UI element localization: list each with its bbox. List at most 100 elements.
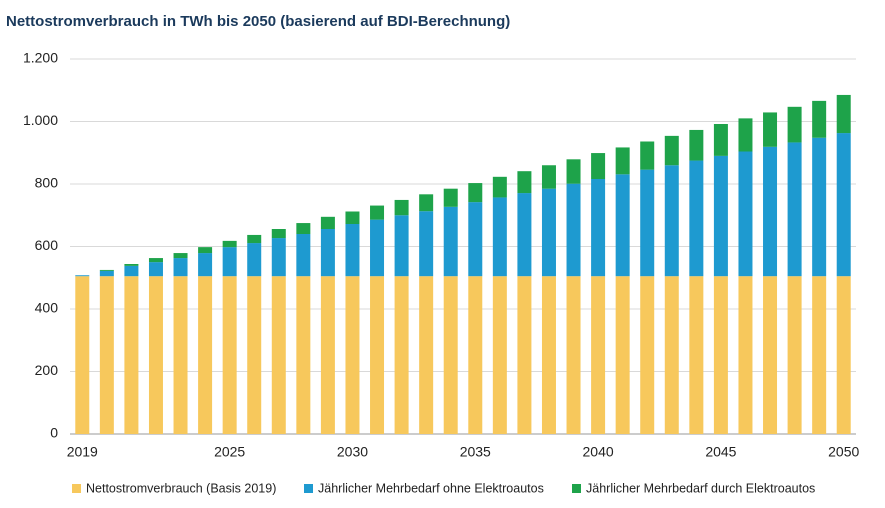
bar-segment bbox=[345, 211, 360, 224]
bar-segment bbox=[640, 169, 655, 277]
bar-segment bbox=[271, 276, 286, 434]
x-tick-label: 2045 bbox=[705, 444, 736, 460]
x-tick-label: 2035 bbox=[460, 444, 491, 460]
bar-segment bbox=[541, 188, 556, 277]
bar-segment bbox=[713, 124, 728, 156]
bar-segment bbox=[517, 276, 532, 434]
bar-segment bbox=[198, 253, 213, 277]
bar-segment bbox=[591, 179, 606, 277]
bar-segment bbox=[320, 216, 335, 229]
bar-segment bbox=[836, 133, 851, 277]
bar-segment bbox=[615, 174, 630, 277]
bar-segment bbox=[370, 276, 385, 434]
bar-segment bbox=[492, 197, 507, 277]
bar-segment bbox=[492, 176, 507, 198]
bar-segment bbox=[517, 171, 532, 194]
y-tick-label: 0 bbox=[50, 425, 58, 441]
bar-segment bbox=[124, 276, 139, 434]
bar-segment bbox=[763, 112, 778, 147]
bar-segment bbox=[812, 100, 827, 138]
bar-segment bbox=[296, 276, 311, 434]
bar-segment bbox=[468, 276, 483, 434]
bar-segment bbox=[394, 199, 409, 216]
bar-segment bbox=[173, 276, 188, 434]
bar-segment bbox=[345, 224, 360, 277]
bar-segment bbox=[99, 276, 114, 434]
bar-segment bbox=[689, 276, 704, 434]
bar-segment bbox=[566, 159, 581, 184]
legend-swatch bbox=[72, 484, 81, 493]
bar-segment bbox=[566, 276, 581, 434]
bar-segment bbox=[664, 135, 679, 166]
bar-segment bbox=[247, 276, 262, 434]
bar-segment bbox=[443, 188, 458, 207]
bar-segment bbox=[99, 269, 114, 271]
bar-segment bbox=[738, 276, 753, 434]
bar-segment bbox=[345, 276, 360, 434]
bar-segment bbox=[664, 165, 679, 277]
bar-segment bbox=[370, 205, 385, 220]
x-tick-label: 2030 bbox=[337, 444, 368, 460]
bar-segment bbox=[222, 276, 237, 434]
bar-segment bbox=[738, 151, 753, 277]
bar-segment bbox=[99, 270, 114, 277]
bar-segment bbox=[271, 229, 286, 239]
bar-segment bbox=[198, 276, 213, 434]
bar-segment bbox=[198, 247, 213, 254]
y-tick-label: 1.200 bbox=[23, 50, 58, 66]
bar-segment bbox=[271, 238, 286, 277]
bar-segment bbox=[394, 215, 409, 277]
bar-segment bbox=[173, 253, 188, 259]
bar-segment bbox=[591, 276, 606, 434]
bar-segment bbox=[763, 276, 778, 434]
bar-segment bbox=[787, 106, 802, 143]
bar-segment bbox=[541, 276, 556, 434]
bar-segment bbox=[75, 275, 90, 277]
bar-segment bbox=[591, 153, 606, 179]
bar-segment bbox=[615, 276, 630, 434]
bar-segment bbox=[148, 262, 163, 277]
bar-segment bbox=[836, 94, 851, 134]
bar-segment bbox=[787, 276, 802, 434]
bar-segment bbox=[148, 276, 163, 434]
legend-label: Nettostromverbrauch (Basis 2019) bbox=[86, 481, 276, 495]
bar-segment bbox=[713, 276, 728, 434]
y-tick-label: 400 bbox=[35, 300, 59, 316]
bar-segment bbox=[296, 223, 311, 234]
bar-segment bbox=[222, 247, 237, 277]
bar-segment bbox=[394, 276, 409, 434]
bar-segment bbox=[173, 258, 188, 277]
bar-segment bbox=[75, 276, 90, 434]
x-tick-label: 2050 bbox=[828, 444, 859, 460]
y-tick-label: 200 bbox=[35, 362, 59, 378]
bar-segment bbox=[296, 234, 311, 277]
bar-segment bbox=[689, 129, 704, 161]
bar-segment bbox=[247, 243, 262, 277]
x-tick-label: 2040 bbox=[583, 444, 614, 460]
bar-segment bbox=[517, 193, 532, 277]
x-tick-label: 2025 bbox=[214, 444, 245, 460]
y-tick-label: 800 bbox=[35, 175, 59, 191]
bar-segment bbox=[689, 160, 704, 277]
bar-segment bbox=[370, 219, 385, 277]
bar-segment bbox=[320, 276, 335, 434]
y-tick-label: 600 bbox=[35, 237, 59, 253]
bar-segment bbox=[713, 155, 728, 277]
chart-title: Nettostromverbrauch in TWh bis 2050 (bas… bbox=[6, 13, 510, 30]
bar-segment bbox=[468, 202, 483, 277]
bar-segment bbox=[468, 183, 483, 203]
legend-label: Jährlicher Mehrbedarf durch Elektroautos bbox=[586, 481, 815, 495]
bar-segment bbox=[124, 265, 139, 277]
bar-segment bbox=[615, 147, 630, 175]
bar-segment bbox=[812, 137, 827, 277]
bar-segment bbox=[763, 146, 778, 277]
bar-segment bbox=[222, 240, 237, 248]
bar-segment bbox=[640, 141, 655, 170]
bar-segment bbox=[541, 165, 556, 189]
bar-segment bbox=[124, 264, 139, 266]
y-tick-label: 1.000 bbox=[23, 112, 58, 128]
bar-segment bbox=[812, 276, 827, 434]
bar-segment bbox=[419, 194, 434, 212]
bar-segment bbox=[320, 229, 335, 277]
